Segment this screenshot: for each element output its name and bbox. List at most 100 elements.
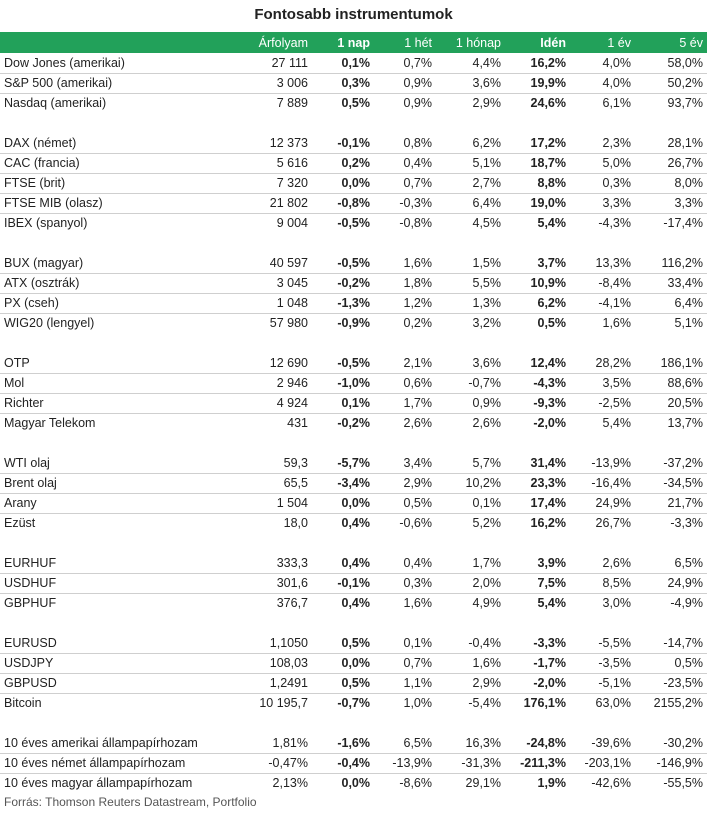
table-row: BUX (magyar) 40 597 -0,5% 1,6% 1,5% 3,7% 13,3%…	[0, 253, 707, 274]
five-year-change-cell: 0,5%	[635, 653, 707, 674]
week-change-cell: 1,8%	[374, 273, 436, 294]
instrument-name: Richter	[0, 393, 240, 414]
price-cell: 10 195,7	[259, 696, 308, 711]
five-year-change-cell: -17,4%	[663, 216, 703, 231]
week-change-cell: 1,6%	[403, 596, 433, 611]
price-cell: 57 980	[269, 316, 308, 331]
header-price: Árfolyam	[258, 35, 308, 50]
table-row: 10 éves magyar állampapírhozam 2,13% 0,0% -…	[0, 773, 707, 793]
price-cell: 59,3	[240, 453, 312, 474]
year-change-cell: -2,5%	[570, 393, 635, 414]
five-year-change-cell: -14,7%	[635, 633, 707, 654]
day-change-cell: 0,5%	[341, 96, 371, 111]
ytd-change-cell: 16,2%	[530, 516, 566, 531]
table-row: GBPUSD 1,2491 0,5% 1,1% 2,9% -2,0% -5,1% -23,5%	[0, 673, 707, 694]
instrument-name: FTSE MIB (olasz)	[0, 193, 240, 214]
ytd-change-cell: 17,2%	[505, 133, 570, 154]
year-change-cell: -5,1%	[570, 673, 635, 694]
header-1-year: 1 év	[607, 35, 631, 50]
year-change-cell: 63,0%	[595, 696, 631, 711]
header-5-years: 5 év	[679, 35, 703, 50]
group-spacer	[0, 433, 707, 453]
instrument-name: DAX (német)	[0, 133, 240, 154]
ytd-change-cell: 18,7%	[505, 153, 570, 174]
group-spacer	[0, 613, 707, 633]
instrument-name: Brent olaj	[0, 473, 240, 494]
ytd-change-cell: -4,3%	[505, 373, 570, 394]
price-cell: 1,1050	[240, 633, 312, 654]
year-change-cell: 2,6%	[570, 553, 635, 574]
group-spacer	[0, 333, 707, 353]
ytd-change-cell: 19,0%	[505, 193, 570, 214]
table-row: Arany 1 504 0,0% 0,5% 0,1% 17,4% 24,9% 21,7%	[0, 493, 707, 514]
header-instrument	[0, 32, 240, 53]
week-change-cell: 0,7%	[374, 173, 436, 194]
price-cell: 1,81%	[240, 733, 312, 754]
table-row: FTSE MIB (olasz) 21 802 -0,8% -0,3% 6,4% 19,0…	[0, 193, 707, 214]
year-change-cell: -42,6%	[591, 776, 631, 791]
year-change-cell: 0,3%	[570, 173, 635, 194]
price-cell: 5 616	[240, 153, 312, 174]
week-change-cell: 1,0%	[403, 696, 433, 711]
day-change-cell: -0,2%	[337, 416, 370, 431]
five-year-change-cell: 2155,2%	[653, 696, 703, 711]
ytd-change-cell: -2,0%	[533, 416, 566, 431]
year-change-cell: 28,2%	[570, 353, 635, 374]
table-row: S&P 500 (amerikai) 3 006 0,3% 0,9% 3,6% 19,9%…	[0, 73, 707, 94]
instrument-name: 10 éves magyar állampapírhozam	[4, 776, 193, 791]
instrument-name: ATX (osztrák)	[0, 273, 240, 294]
day-change-cell: 0,4%	[341, 596, 371, 611]
day-change-cell: 0,3%	[312, 73, 374, 94]
ytd-change-cell: -2,0%	[505, 673, 570, 694]
month-change-cell: 6,4%	[436, 193, 505, 214]
year-change-cell: 3,5%	[570, 373, 635, 394]
ytd-change-cell: 3,7%	[505, 253, 570, 274]
month-change-cell: 1,5%	[436, 253, 505, 274]
five-year-change-cell: 3,3%	[635, 193, 707, 214]
price-cell: 2,13%	[272, 776, 308, 791]
instrument-name: FTSE (brit)	[0, 173, 240, 194]
day-change-cell: -0,8%	[312, 193, 374, 214]
week-change-cell: 0,5%	[374, 493, 436, 514]
table-row: IBEX (spanyol) 9 004 -0,5% -0,8% 4,5% 5,4% -4,…	[0, 213, 707, 233]
day-change-cell: 0,1%	[312, 53, 374, 74]
five-year-change-cell: -55,5%	[663, 776, 703, 791]
month-change-cell: 4,5%	[472, 216, 502, 231]
month-change-cell: 3,2%	[472, 316, 502, 331]
week-change-cell: 2,6%	[403, 416, 433, 431]
week-change-cell: 0,4%	[374, 153, 436, 174]
table-row: Magyar Telekom 431 -0,2% 2,6% 2,6% -2,0% 5,4% 1…	[0, 413, 707, 433]
five-year-change-cell: 8,0%	[635, 173, 707, 194]
five-year-change-cell: 13,7%	[667, 416, 703, 431]
table-title: Fontosabb instrumentumok	[254, 6, 453, 23]
ytd-change-cell: 5,4%	[537, 596, 567, 611]
month-change-cell: 2,9%	[436, 673, 505, 694]
group-spacer	[0, 233, 707, 253]
week-change-cell: 1,7%	[374, 393, 436, 414]
week-change-cell: 1,6%	[374, 253, 436, 274]
month-change-cell: 10,2%	[436, 473, 505, 494]
price-cell: -0,47%	[240, 753, 312, 774]
month-change-cell: 29,1%	[465, 776, 501, 791]
price-cell: 431	[287, 416, 308, 431]
week-change-cell: 0,2%	[403, 316, 433, 331]
table-row: USDJPY 108,03 0,0% 0,7% 1,6% -1,7% -3,5% 0,5%	[0, 653, 707, 674]
instrument-name: Bitcoin	[4, 696, 42, 711]
table-body: Dow Jones (amerikai) 27 111 0,1% 0,7% 4,4% 16…	[0, 53, 707, 793]
price-cell: 376,7	[276, 596, 308, 611]
instrument-name: EURUSD	[0, 633, 240, 654]
spacer-cell	[0, 113, 707, 133]
year-change-cell: 1,6%	[602, 316, 632, 331]
week-change-cell: 2,9%	[374, 473, 436, 494]
month-change-cell: 5,2%	[472, 516, 502, 531]
price-cell: 40 597	[240, 253, 312, 274]
month-change-cell: 2,7%	[436, 173, 505, 194]
year-change-cell: 4,0%	[570, 53, 635, 74]
price-cell: 3 006	[240, 73, 312, 94]
five-year-change-cell: -4,9%	[670, 596, 703, 611]
five-year-change-cell: 26,7%	[635, 153, 707, 174]
year-change-cell: -13,9%	[570, 453, 635, 474]
week-change-cell: 3,4%	[374, 453, 436, 474]
five-year-change-cell: 21,7%	[635, 493, 707, 514]
instrument-name: Nasdaq (amerikai)	[4, 96, 107, 111]
